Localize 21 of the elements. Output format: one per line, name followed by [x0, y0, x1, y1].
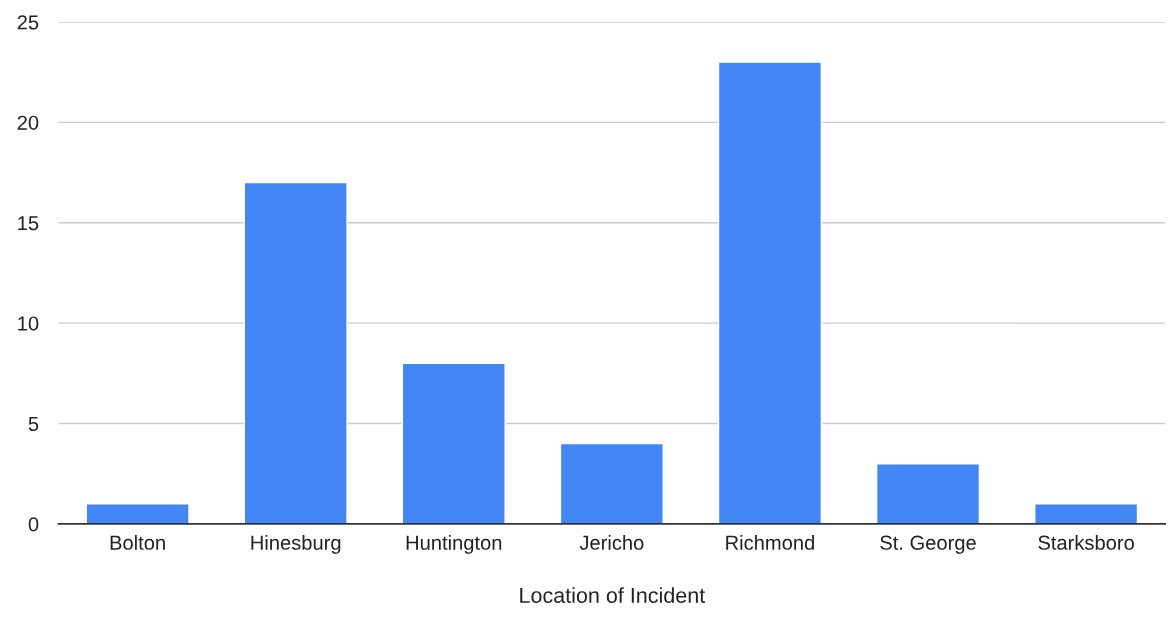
x-tick-label: Jericho [579, 535, 644, 550]
bar [85, 503, 190, 524]
bar [401, 362, 506, 524]
bar [559, 442, 664, 524]
x-tick-label: Bolton [110, 535, 165, 550]
y-tick-label: 20 [17, 115, 39, 130]
x-tick-label: Huntington [406, 535, 502, 554]
x-tick-label: Starksboro [1038, 535, 1134, 550]
x-tick-label: St. George [880, 535, 976, 554]
y-tick-label: 0 [28, 517, 39, 532]
x-tick-label: Hinesburg [251, 535, 341, 554]
bar [717, 61, 823, 524]
bar [875, 463, 981, 524]
bar [243, 181, 348, 524]
x-axis-title: Location of Incident [520, 587, 706, 603]
y-tick-label: 10 [18, 316, 39, 331]
y-tick-label: 25 [17, 15, 39, 30]
bar [1034, 503, 1139, 524]
y-tick-label: 15 [18, 216, 39, 231]
y-tick-label: 5 [28, 417, 39, 432]
x-tick-label: Richmond [726, 535, 814, 550]
